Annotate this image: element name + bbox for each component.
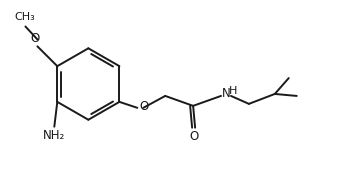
Text: H: H (229, 86, 237, 96)
Text: CH₃: CH₃ (14, 11, 35, 22)
Text: O: O (139, 100, 149, 113)
Text: N: N (222, 88, 231, 100)
Text: O: O (31, 32, 40, 45)
Text: O: O (190, 130, 199, 143)
Text: NH₂: NH₂ (43, 129, 65, 142)
